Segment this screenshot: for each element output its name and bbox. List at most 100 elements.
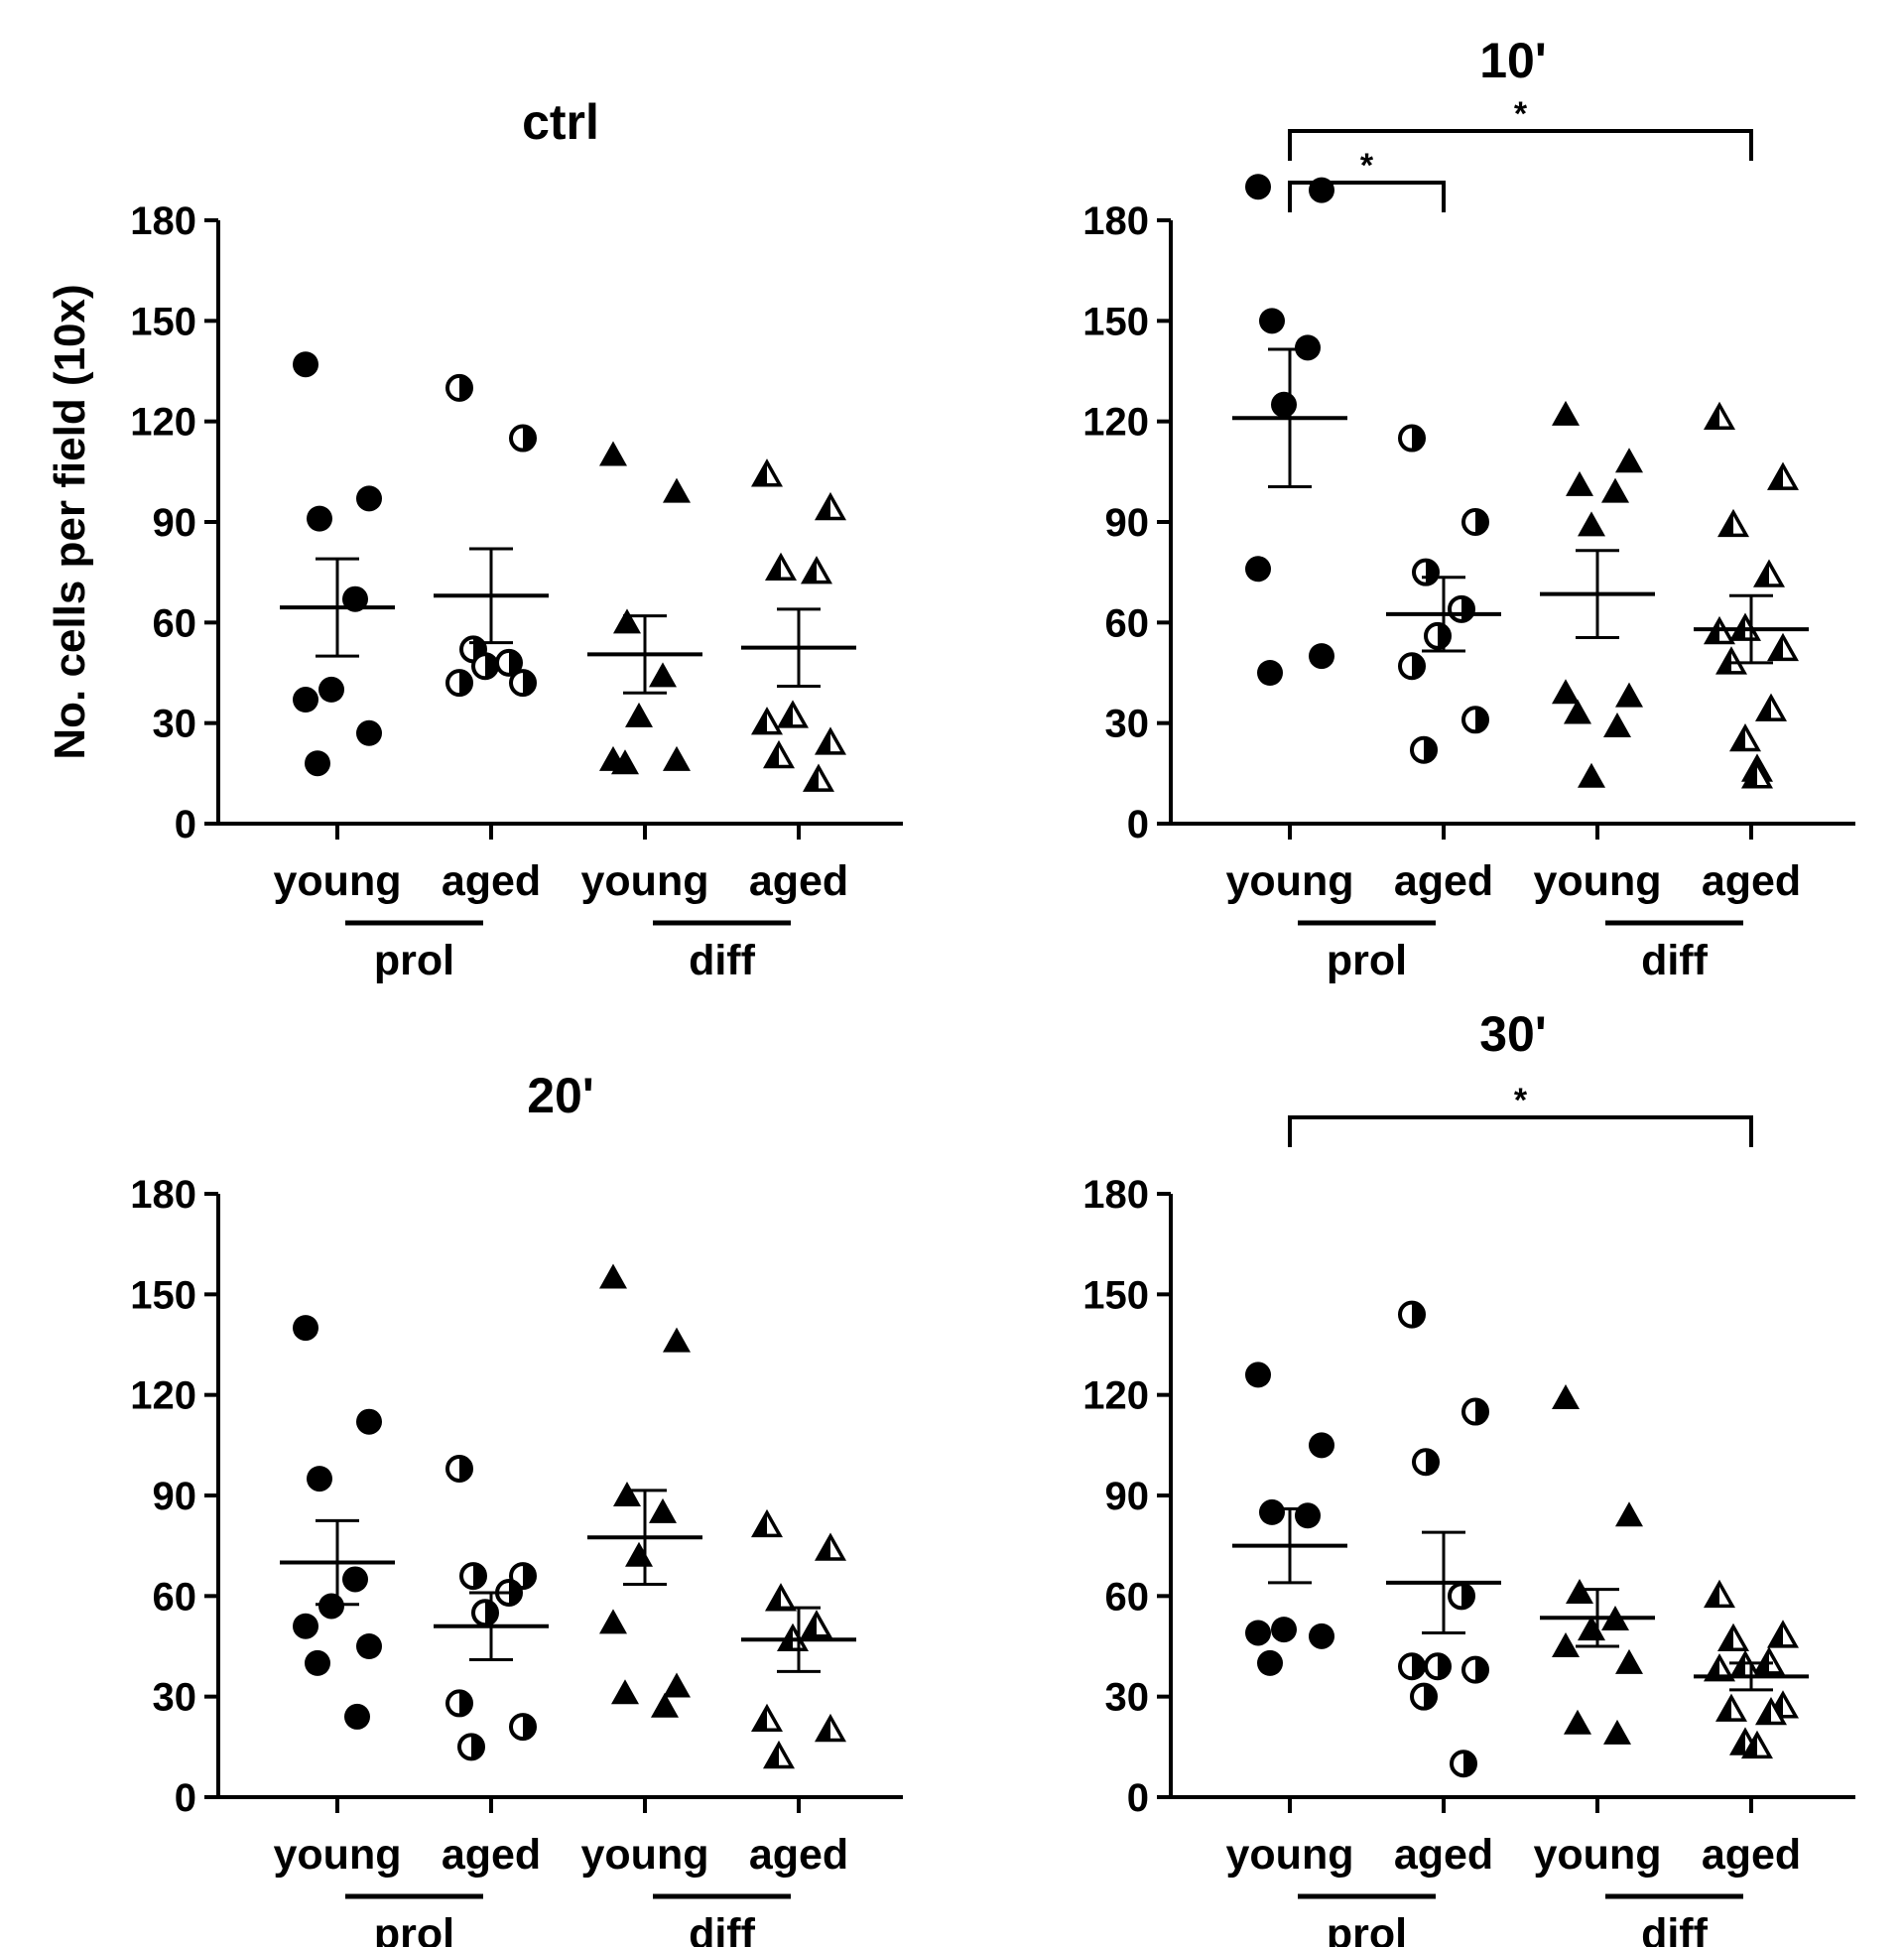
y-tick-label: 60: [1105, 1575, 1150, 1619]
data-point: [663, 1327, 691, 1353]
data-point: [1271, 1617, 1297, 1643]
data-point: [1257, 660, 1283, 686]
data-point: [1245, 556, 1271, 583]
data-point: [763, 739, 795, 769]
y-tick-label: 0: [175, 1776, 196, 1820]
chart-10min: 10' 0 30 60 90 120 150 180 young aged young aged pro…: [1082, 33, 1855, 984]
data-point: [1424, 1652, 1452, 1681]
y-tick-label: 150: [130, 1273, 196, 1317]
data-point: [1601, 477, 1629, 503]
data-point: [1461, 706, 1489, 734]
data-point: [1615, 682, 1643, 708]
category-label: aged: [442, 1831, 541, 1879]
data-point: [1410, 735, 1438, 764]
data-point: [342, 1566, 368, 1593]
data-point: [765, 552, 797, 582]
data-point: [445, 1689, 473, 1718]
data-point: [356, 1633, 382, 1659]
series-0: [1245, 1362, 1334, 1676]
data-point: [649, 662, 677, 688]
chart-20min: 20' 0 30 60 90 120 150 180 young aged young aged pro…: [130, 1068, 903, 1947]
data-point: [1259, 1498, 1285, 1525]
series-0: [293, 1315, 382, 1730]
category-label: aged: [1394, 857, 1493, 905]
chart-title: 10': [1479, 33, 1547, 88]
y-tick-label: 180: [130, 199, 196, 243]
chart-title: ctrl: [522, 94, 599, 150]
group-label: diff: [1641, 937, 1709, 984]
category-label: young: [1534, 857, 1662, 905]
data-point: [471, 652, 499, 681]
data-point: [1309, 1432, 1334, 1459]
data-point: [663, 745, 691, 771]
data-point: [1257, 1649, 1283, 1676]
data-point: [1412, 1448, 1440, 1477]
data-point: [751, 1703, 783, 1733]
data-point: [1767, 1620, 1799, 1648]
data-point: [1259, 308, 1285, 334]
data-point: [1461, 1655, 1489, 1684]
y-tick-label: 60: [153, 1575, 197, 1619]
data-point: [763, 1740, 795, 1769]
group-label: diff: [689, 937, 756, 984]
data-point: [471, 1599, 499, 1627]
y-tick-label: 180: [1082, 199, 1149, 243]
data-point: [803, 763, 834, 792]
data-point: [613, 608, 641, 634]
data-point: [1704, 1653, 1735, 1682]
y-tick-label: 120: [1082, 401, 1149, 445]
y-tick-label: 0: [1127, 1776, 1149, 1820]
data-point: [356, 719, 382, 746]
category-label: aged: [749, 857, 848, 905]
data-point: [1767, 461, 1799, 490]
series-3: [751, 1508, 846, 1769]
y-tick-label: 120: [130, 401, 196, 445]
data-point: [445, 669, 473, 698]
data-point: [459, 1562, 487, 1591]
data-point: [1704, 1579, 1735, 1609]
category-label: young: [1226, 1831, 1354, 1879]
data-point: [1309, 643, 1334, 670]
data-point: [1566, 470, 1593, 496]
data-point: [1552, 1384, 1580, 1410]
data-point: [293, 687, 318, 714]
chart-title: 20': [527, 1068, 594, 1123]
data-point: [599, 441, 627, 466]
data-point: [509, 424, 537, 453]
data-point: [1412, 558, 1440, 586]
data-point: [1398, 1652, 1426, 1681]
data-point: [1753, 559, 1785, 587]
data-point: [815, 1713, 846, 1743]
data-point: [1309, 1622, 1334, 1649]
group-label: prol: [374, 1910, 454, 1947]
series-1: [445, 373, 537, 698]
significance-label: *: [1514, 95, 1528, 133]
data-point: [611, 1679, 639, 1705]
panel-20min: 20' 0 30 60 90 120 150 180 young aged young aged pro…: [0, 974, 952, 1947]
data-point: [305, 1649, 330, 1676]
y-axis-label: No. cells per field (10x): [46, 284, 94, 759]
data-point: [613, 1482, 641, 1506]
data-point: [1603, 1719, 1631, 1745]
data-point: [1729, 722, 1761, 752]
chart-title: 30': [1479, 1006, 1547, 1062]
data-point: [1755, 1696, 1787, 1726]
significance-bracket: [1288, 1115, 1753, 1147]
data-point: [765, 1583, 797, 1612]
series-2: [1552, 1384, 1643, 1745]
data-point: [1271, 391, 1297, 418]
data-point: [1717, 508, 1749, 538]
data-point: [457, 1733, 485, 1761]
series-3: [1704, 1579, 1799, 1759]
y-tick-label: 0: [1127, 803, 1149, 846]
data-point: [1245, 174, 1271, 200]
y-tick-label: 120: [130, 1374, 196, 1418]
data-point: [293, 1315, 318, 1342]
data-point: [625, 1541, 653, 1567]
data-point: [751, 1508, 783, 1538]
data-point: [1295, 1502, 1321, 1529]
data-point: [1295, 334, 1321, 361]
data-point: [1755, 693, 1787, 721]
data-point: [815, 491, 846, 521]
data-point: [599, 1263, 627, 1289]
